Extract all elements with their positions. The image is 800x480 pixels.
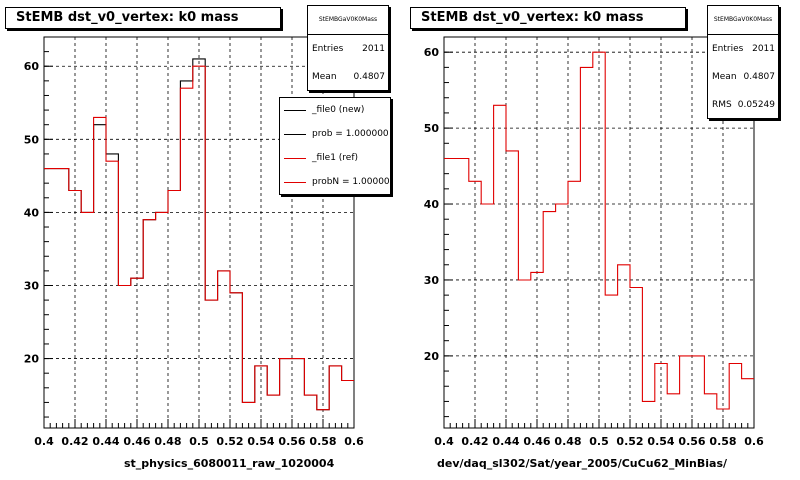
legend-label: probN = 1.000000 [312,177,391,187]
left-x-tick-label: 0.48 [154,435,181,448]
right-title: StEMB dst_v0_vertex: k0 mass [421,10,644,25]
left-y-tick-label: 40 [24,206,40,219]
right-x-tick-label: 0.42 [461,435,488,448]
left-stats-box: StEMBGaV0K0Mass Entries 2011 Mean 0.4807 [307,5,389,91]
left-x-tick-label: 0.46 [123,435,150,448]
left-x-tick-label: 0.6 [344,435,364,448]
legend-item: _file0 (new) [280,98,390,122]
legend-swatch [284,110,306,111]
legend-label: _file0 (new) [312,105,365,115]
right-x-tick-label: 0.4 [434,435,454,448]
left-y-tick-label: 60 [24,60,40,73]
right-x-tick-label: 0.54 [647,435,674,448]
right-rms-label: RMS [712,100,732,110]
right-stats-name: StEMBGaV0K0Mass [708,6,778,35]
legend-item: prob = 1.000000 [280,122,390,146]
left-x-tick-label: 0.58 [309,435,336,448]
legend-swatch [284,158,306,159]
left-x-tick-label: 0.54 [247,435,274,448]
right-x-tick-label: 0.5 [589,435,609,448]
right-x-tick-label: 0.58 [709,435,736,448]
right-entries-value: 2011 [752,44,775,54]
right-mean-value: 0.4807 [743,72,776,82]
right-series-ref-line [444,51,754,410]
left-entries-value: 2011 [362,44,385,54]
left-x-tick-label: 0.52 [216,435,243,448]
legend-swatch [284,182,306,183]
right-entries-label: Entries [712,44,744,54]
legend-item: probN = 1.000000 [280,170,390,194]
right-y-tick-label: 30 [424,274,440,287]
right-y-tick-label: 20 [424,350,440,363]
left-y-tick-label: 20 [24,353,40,366]
left-x-tick-label: 0.5 [189,435,209,448]
right-x-tick-label: 0.52 [616,435,643,448]
right-x-axis-label: dev/daq_sl302/Sat/year_2005/CuCu62_MinBi… [437,457,728,470]
left-title-box: StEMB dst_v0_vertex: k0 mass [5,7,281,29]
legend-item: _file1 (ref) [280,146,390,170]
left-stats-name: StEMBGaV0K0Mass [308,6,388,35]
left-x-tick-label: 0.4 [34,435,54,448]
right-x-tick-label: 0.46 [523,435,550,448]
right-x-tick-label: 0.56 [678,435,705,448]
right-x-tick-label: 0.6 [744,435,764,448]
left-mean-value: 0.4807 [353,72,386,82]
left-mean-label: Mean [312,72,337,82]
left-y-tick-label: 30 [24,279,40,292]
left-x-tick-label: 0.56 [278,435,305,448]
left-title: StEMB dst_v0_vertex: k0 mass [16,10,239,25]
right-mean-label: Mean [712,72,737,82]
left-x-tick-label: 0.42 [61,435,88,448]
left-x-axis-label: st_physics_6080011_raw_1020004 [124,457,335,470]
right-stats-box: StEMBGaV0K0Mass Entries 2011 Mean 0.4807 R… [707,5,779,119]
right-rms-value: 0.05249 [737,100,775,110]
left-entries-label: Entries [312,44,344,54]
right-x-tick-label: 0.48 [554,435,581,448]
right-title-box: StEMB dst_v0_vertex: k0 mass [410,7,686,29]
right-y-tick-label: 60 [424,46,440,59]
right-y-tick-label: 40 [424,198,440,211]
left-y-tick-label: 50 [24,133,40,146]
right-y-tick-label: 50 [424,122,440,135]
left-x-tick-label: 0.44 [92,435,119,448]
legend-swatch [284,134,306,135]
legend-label: _file1 (ref) [312,153,359,163]
legend-label: prob = 1.000000 [312,129,389,139]
left-series-ref-line [44,65,354,411]
left-legend: _file0 (new) prob = 1.000000 _file1 (ref… [279,97,391,195]
right-x-tick-label: 0.44 [492,435,519,448]
